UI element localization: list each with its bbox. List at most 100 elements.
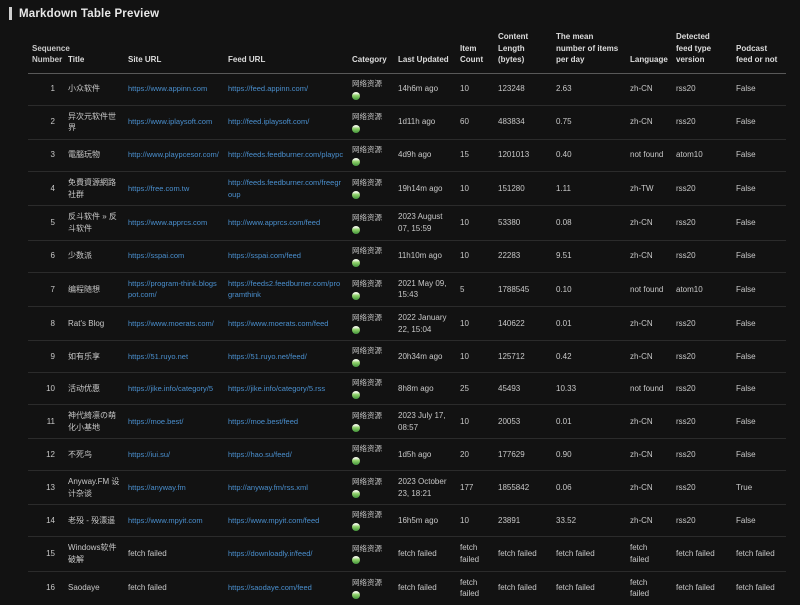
cell-title: 老殁 - 殁漂遥 — [64, 504, 124, 538]
cell-text-item_count: 10 — [460, 417, 469, 427]
cell-text-content_length: 123248 — [498, 84, 525, 94]
feed-url-link[interactable]: https://51.ruyo.net/feed/ — [228, 351, 307, 361]
site-url-link[interactable]: https://anyway.fm — [128, 482, 186, 492]
cell-text-title: 异次元软件世界 — [68, 111, 116, 133]
cell-text-language: zh-CN — [630, 218, 653, 228]
feed-url-link[interactable]: https://moe.best/feed — [228, 416, 299, 426]
feed-url-link[interactable]: http://feeds.feedburner.com/freegroup — [228, 177, 341, 199]
site-url-link[interactable]: http://www.playpcesor.com/ — [128, 150, 219, 160]
green-circle-icon — [352, 391, 360, 400]
cell-content_length: 45493 — [494, 372, 552, 406]
cell-text-language: not found — [630, 383, 664, 393]
cell-text-content_length: fetch failed — [498, 583, 537, 593]
cell-category: 网络资源 — [348, 372, 394, 406]
site-url-link[interactable]: https://www.apprcs.com — [128, 218, 208, 228]
cell-site_url: https://iui.su/ — [124, 438, 224, 472]
cell-text-item_count: fetch failed — [460, 577, 480, 599]
site-url-link[interactable]: https://program-think.blogspot.com/ — [128, 278, 217, 300]
cell-text-item_count: 177 — [460, 483, 474, 493]
cell-item_count: 5 — [456, 272, 494, 308]
site-url-link[interactable]: https://moe.best/ — [128, 416, 184, 426]
cell-last_updated: 2022 January 22, 15:04 — [394, 306, 456, 342]
cell-text-seq: 13 — [46, 483, 55, 493]
cell-text-title: 活动优惠 — [68, 383, 100, 393]
feed-url-link[interactable]: https://www.moerats.com/feed — [228, 318, 329, 328]
feed-url-link[interactable]: https://downloadly.ir/feed/ — [228, 549, 313, 558]
cell-text-mean_per_day: 9.51 — [556, 251, 572, 261]
site-url-link[interactable]: https://www.iplaysoft.com — [128, 117, 213, 127]
cell-text-site_url: fetch failed — [128, 549, 167, 559]
table-row: 10 活动优惠 https://jike.info/category/5 https:… — [28, 372, 786, 406]
feed-url-link[interactable]: https://hao.su/feed/ — [228, 449, 292, 459]
cell-feed_url: http://feeds.feedburner.com/freegroup — [224, 171, 348, 207]
site-url-link[interactable]: https://sspai.com — [128, 251, 185, 261]
site-url-link[interactable]: https://www.mpyit.com — [128, 515, 203, 525]
cell-text-item_count: 10 — [460, 516, 469, 526]
site-url-link[interactable]: https://jike.info/category/5 — [128, 383, 214, 393]
cell-seq: 6 — [28, 240, 64, 273]
cell-category: 网络资源 — [348, 504, 394, 538]
cell-text-seq: 16 — [46, 583, 55, 593]
feed-url-link[interactable]: https://sspai.com/feed — [228, 251, 301, 261]
site-url-link[interactable]: https://iui.su/ — [128, 449, 171, 459]
cell-title: Rat's Blog — [64, 306, 124, 342]
feed-url-link[interactable]: https://www.mpyit.com/feed — [228, 515, 320, 525]
cell-text-language: zh-CN — [630, 516, 653, 526]
cell-text-last_updated: 16h5m ago — [398, 516, 439, 526]
cell-podcast: False — [732, 272, 786, 308]
cell-last_updated: 2023 October 23, 18:21 — [394, 470, 456, 506]
cell-text-podcast: False — [736, 417, 756, 427]
feed-url-link[interactable]: https://feed.appinn.com/ — [228, 84, 309, 94]
cell-text-site_url: fetch failed — [128, 583, 167, 593]
cell-mean_per_day: 0.42 — [552, 340, 626, 374]
cell-text-feed_type: atom10 — [676, 284, 703, 294]
column-header-language: Language — [626, 25, 672, 74]
cell-site_url: fetch failed — [124, 536, 224, 572]
cell-site_url: https://www.iplaysoft.com — [124, 105, 224, 140]
feed-url-link[interactable]: https://jike.info/category/5.rss — [228, 383, 326, 393]
cell-site_url: https://jike.info/category/5 — [124, 372, 224, 406]
green-circle-icon — [352, 424, 360, 433]
feed-url-link[interactable]: http://www.apprcs.com/feed — [228, 218, 321, 228]
feed-url-link[interactable]: http://anyway.fm/rss.xml — [228, 482, 308, 492]
cell-text-seq: 4 — [50, 183, 55, 193]
cell-feed_url: http://feeds.feedburner.com/playpc — [224, 139, 348, 172]
table-row: 7 编程随想 https://program-think.blogspot.com/… — [28, 272, 786, 308]
cell-text-seq: 7 — [50, 284, 55, 294]
cell-language: not found — [626, 139, 672, 172]
cell-feed_url: https://jike.info/category/5.rss — [224, 372, 348, 406]
cell-text-language: fetch failed — [630, 577, 650, 599]
green-circle-icon — [352, 556, 360, 565]
cell-text-content_length: 23891 — [498, 516, 521, 526]
cell-last_updated: 2023 August 07, 15:59 — [394, 205, 456, 241]
cell-text-mean_per_day: 0.42 — [556, 352, 572, 362]
cell-text-content_length: 151280 — [498, 183, 525, 193]
cell-item_count: 10 — [456, 73, 494, 106]
cell-text-podcast: False — [736, 352, 756, 362]
cell-title: Windows软件破解 — [64, 536, 124, 572]
cell-feed_type: atom10 — [672, 139, 732, 172]
feed-url-link[interactable]: https://saodaye.com/feed — [228, 583, 312, 593]
cell-feed_type: rss20 — [672, 438, 732, 472]
cell-mean_per_day: 0.08 — [552, 205, 626, 241]
site-url-link[interactable]: https://free.com.tw — [128, 183, 190, 193]
cell-content_length: 140622 — [494, 306, 552, 342]
column-header-title: Title — [64, 25, 124, 74]
feed-url-link[interactable]: http://feeds.feedburner.com/playpc — [228, 150, 344, 160]
site-url-link[interactable]: https://51.ruyo.net — [128, 351, 189, 361]
category-label: 网络资源 — [352, 212, 382, 222]
table-row: 3 電腦玩物 http://www.playpcesor.com/http://fe… — [28, 139, 786, 172]
site-url-link[interactable]: https://www.moerats.com/ — [128, 318, 214, 328]
cell-last_updated: fetch failed — [394, 571, 456, 605]
cell-feed_type: rss20 — [672, 205, 732, 241]
cell-site_url: https://anyway.fm — [124, 470, 224, 506]
cell-text-language: zh-CN — [630, 450, 653, 460]
feed-url-link[interactable]: https://feeds2.feedburner.com/programthi… — [228, 278, 341, 300]
cell-text-last_updated: 1d11h ago — [398, 117, 436, 127]
site-url-link[interactable]: https://www.appinn.com — [128, 84, 208, 94]
feed-url-link[interactable]: http://feed.iplaysoft.com/ — [228, 117, 310, 127]
table-row: 5 反斗软件 » 反斗软件 https://www.apprcs.com http:/… — [28, 205, 786, 241]
cell-content_length: 1201013 — [494, 139, 552, 172]
cell-text-podcast: False — [736, 319, 756, 329]
cell-item_count: 10 — [456, 404, 494, 440]
